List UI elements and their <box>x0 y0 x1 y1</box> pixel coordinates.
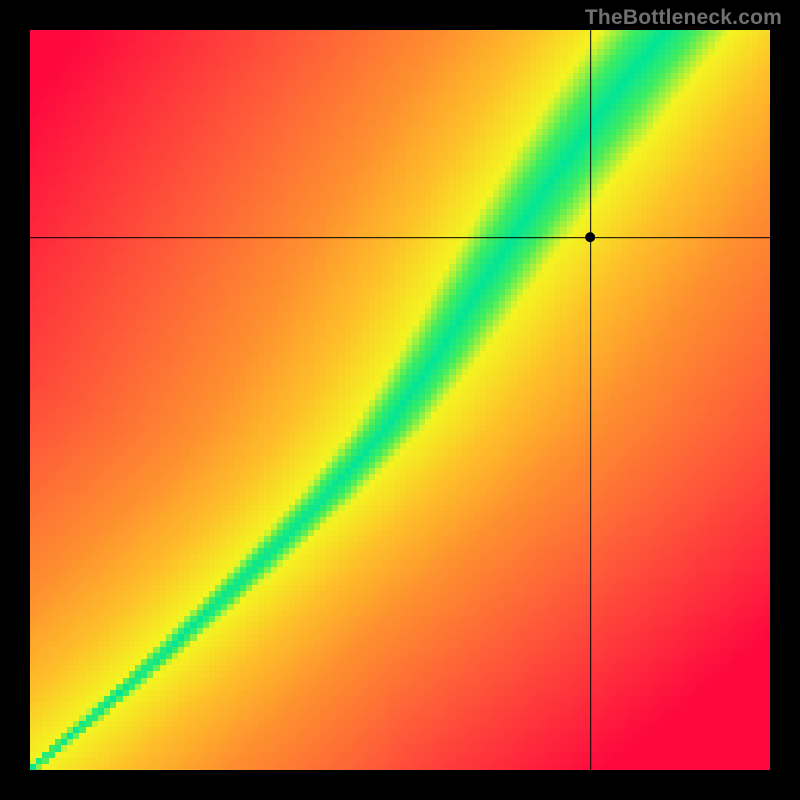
heatmap-canvas <box>30 30 770 770</box>
heatmap-plot <box>30 30 770 770</box>
watermark-text: TheBottleneck.com <box>585 6 782 30</box>
